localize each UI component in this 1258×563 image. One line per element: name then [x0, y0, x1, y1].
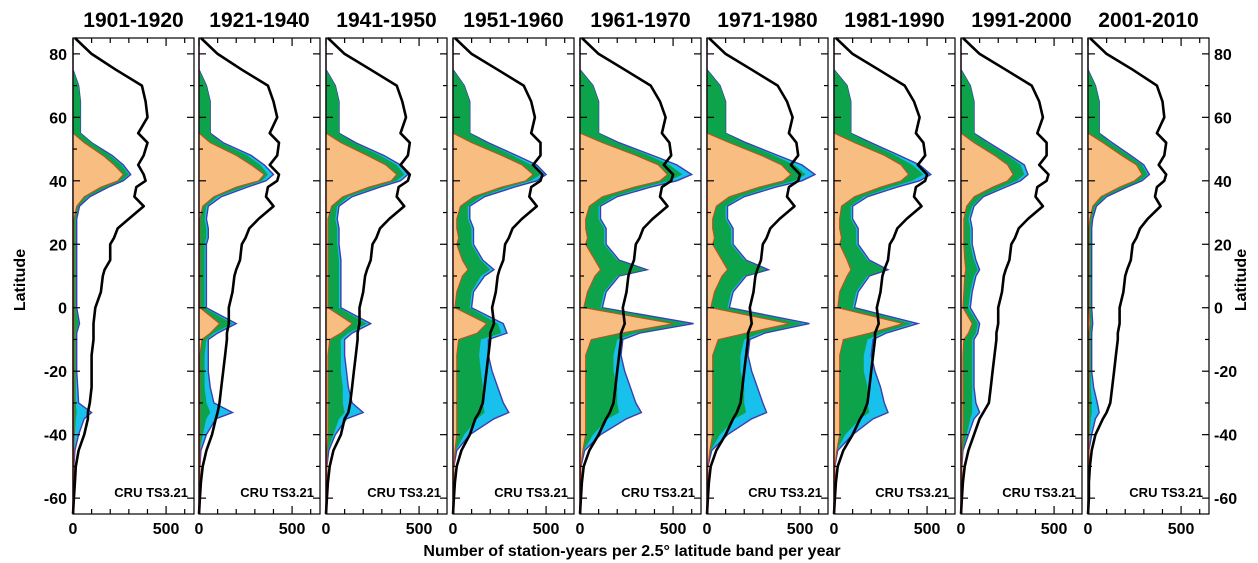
panel-title: 1971-1980: [717, 9, 817, 32]
x-tick-label: 500: [787, 521, 814, 538]
x-tick-label: 0: [69, 521, 78, 538]
x-tick-label: 500: [533, 521, 560, 538]
dataset-label: CRU TS3.21: [114, 485, 188, 500]
panel-title: 1901-1920: [83, 9, 183, 32]
x-tick-label: 500: [1041, 521, 1068, 538]
panel-title: 1951-1960: [463, 9, 563, 32]
y-tick-label-right: 0: [1214, 301, 1223, 318]
line-total: [705, 37, 802, 515]
y-axis-title-left: Latitude: [12, 249, 29, 311]
panel-1901-1920: 1901-1920 0 500 CRU TS3.21: [69, 9, 195, 538]
y-tick-label-left: -20: [44, 364, 67, 381]
x-tick-label: 0: [1084, 521, 1093, 538]
panel-1991-2000: 1991-2000 0 500 CRU TS3.21: [957, 9, 1083, 538]
panel-1971-1980: 1971-1980 0 500 CRU TS3.21: [703, 9, 829, 538]
y-tick-label-left: -60: [44, 491, 67, 508]
x-tick-label: 0: [449, 521, 458, 538]
x-axis-title: Number of station-years per 2.5° latitud…: [423, 543, 840, 560]
line-total: [197, 37, 281, 515]
x-tick-label: 500: [914, 521, 941, 538]
y-axis-title-right: Latitude: [1233, 249, 1250, 311]
panels-group: 1901-1920 0 500 CRU TS3.21 1921-1940 0 500 CRU …: [44, 9, 1237, 538]
area-orange: [198, 38, 265, 515]
line-total: [324, 37, 412, 515]
area-green: [580, 38, 688, 514]
x-tick-label: 500: [279, 521, 306, 538]
line-total: [71, 37, 149, 515]
panel-frame: [72, 37, 195, 515]
line-total: [578, 37, 675, 515]
panel-1951-1960: 1951-1960 0 500 CRU TS3.21: [449, 9, 575, 538]
dataset-label: CRU TS3.21: [494, 485, 568, 500]
panel-title: 2001-2010: [1098, 9, 1198, 32]
x-tick-label: 0: [957, 521, 966, 538]
area-orange: [325, 38, 398, 515]
y-tick-label-right: -60: [1214, 491, 1237, 508]
panel-frame: [960, 37, 1083, 515]
panel-1981-1990: 1981-1990 0 500 CRU TS3.21: [830, 9, 956, 538]
y-tick-label-left: -40: [44, 428, 67, 445]
dataset-label: CRU TS3.21: [1002, 485, 1076, 500]
panel-title: 1961-1970: [590, 9, 690, 32]
panel-frame: [325, 37, 448, 515]
dataset-label: CRU TS3.21: [875, 485, 949, 500]
y-tick-label-right: -40: [1214, 428, 1237, 445]
x-tick-label: 0: [195, 521, 204, 538]
line-total: [832, 37, 929, 515]
y-tick-label-left: 20: [49, 237, 67, 254]
panel-title: 1991-2000: [971, 9, 1071, 32]
y-tick-label-right: 40: [1214, 174, 1232, 191]
x-tick-label: 500: [1168, 521, 1195, 538]
panel-1961-1970: 1961-1970 0 500 CRU TS3.21: [576, 9, 702, 538]
x-tick-label: 0: [322, 521, 331, 538]
x-tick-label: 0: [703, 521, 712, 538]
panel-1921-1940: 1921-1940 0 500 CRU TS3.21: [195, 9, 321, 538]
area-orange: [452, 38, 534, 515]
panel-frame: [1087, 37, 1210, 515]
y-tick-label-left: 0: [58, 301, 67, 318]
y-tick-label-right: 60: [1214, 110, 1232, 127]
x-tick-label: 500: [406, 521, 433, 538]
x-tick-label: 0: [830, 521, 839, 538]
panel-title: 1921-1940: [209, 9, 309, 32]
dataset-label: CRU TS3.21: [621, 485, 695, 500]
y-tick-label-left: 80: [49, 47, 67, 64]
x-tick-label: 0: [576, 521, 585, 538]
panel-frame: [198, 37, 321, 515]
y-tick-label-right: 20: [1214, 237, 1232, 254]
area-orange: [579, 38, 674, 515]
panel-1941-1950: 1941-1950 0 500 CRU TS3.21: [322, 9, 448, 538]
dataset-label: CRU TS3.21: [240, 485, 314, 500]
dataset-label: CRU TS3.21: [367, 485, 441, 500]
panel-2001-2010: 2001-2010 0 500 CRU TS3.21: [1084, 9, 1210, 538]
line-total: [959, 37, 1050, 515]
area-orange: [1087, 38, 1143, 515]
y-tick-label-right: 80: [1214, 47, 1232, 64]
x-tick-label: 500: [153, 521, 180, 538]
area-green: [1088, 38, 1148, 514]
y-tick-label-left: 60: [49, 110, 67, 127]
area-orange: [706, 38, 792, 515]
line-total: [451, 37, 544, 515]
panel-title: 1941-1950: [336, 9, 436, 32]
area-orange: [833, 38, 910, 515]
line-total: [1086, 37, 1168, 515]
area-orange: [960, 38, 1014, 515]
y-tick-label-left: 40: [49, 174, 67, 191]
area-orange: [72, 38, 124, 515]
dataset-label: CRU TS3.21: [1129, 485, 1203, 500]
dataset-label: CRU TS3.21: [748, 485, 822, 500]
x-tick-label: 500: [660, 521, 687, 538]
panel-title: 1981-1990: [844, 9, 944, 32]
y-tick-label-right: -20: [1214, 364, 1237, 381]
